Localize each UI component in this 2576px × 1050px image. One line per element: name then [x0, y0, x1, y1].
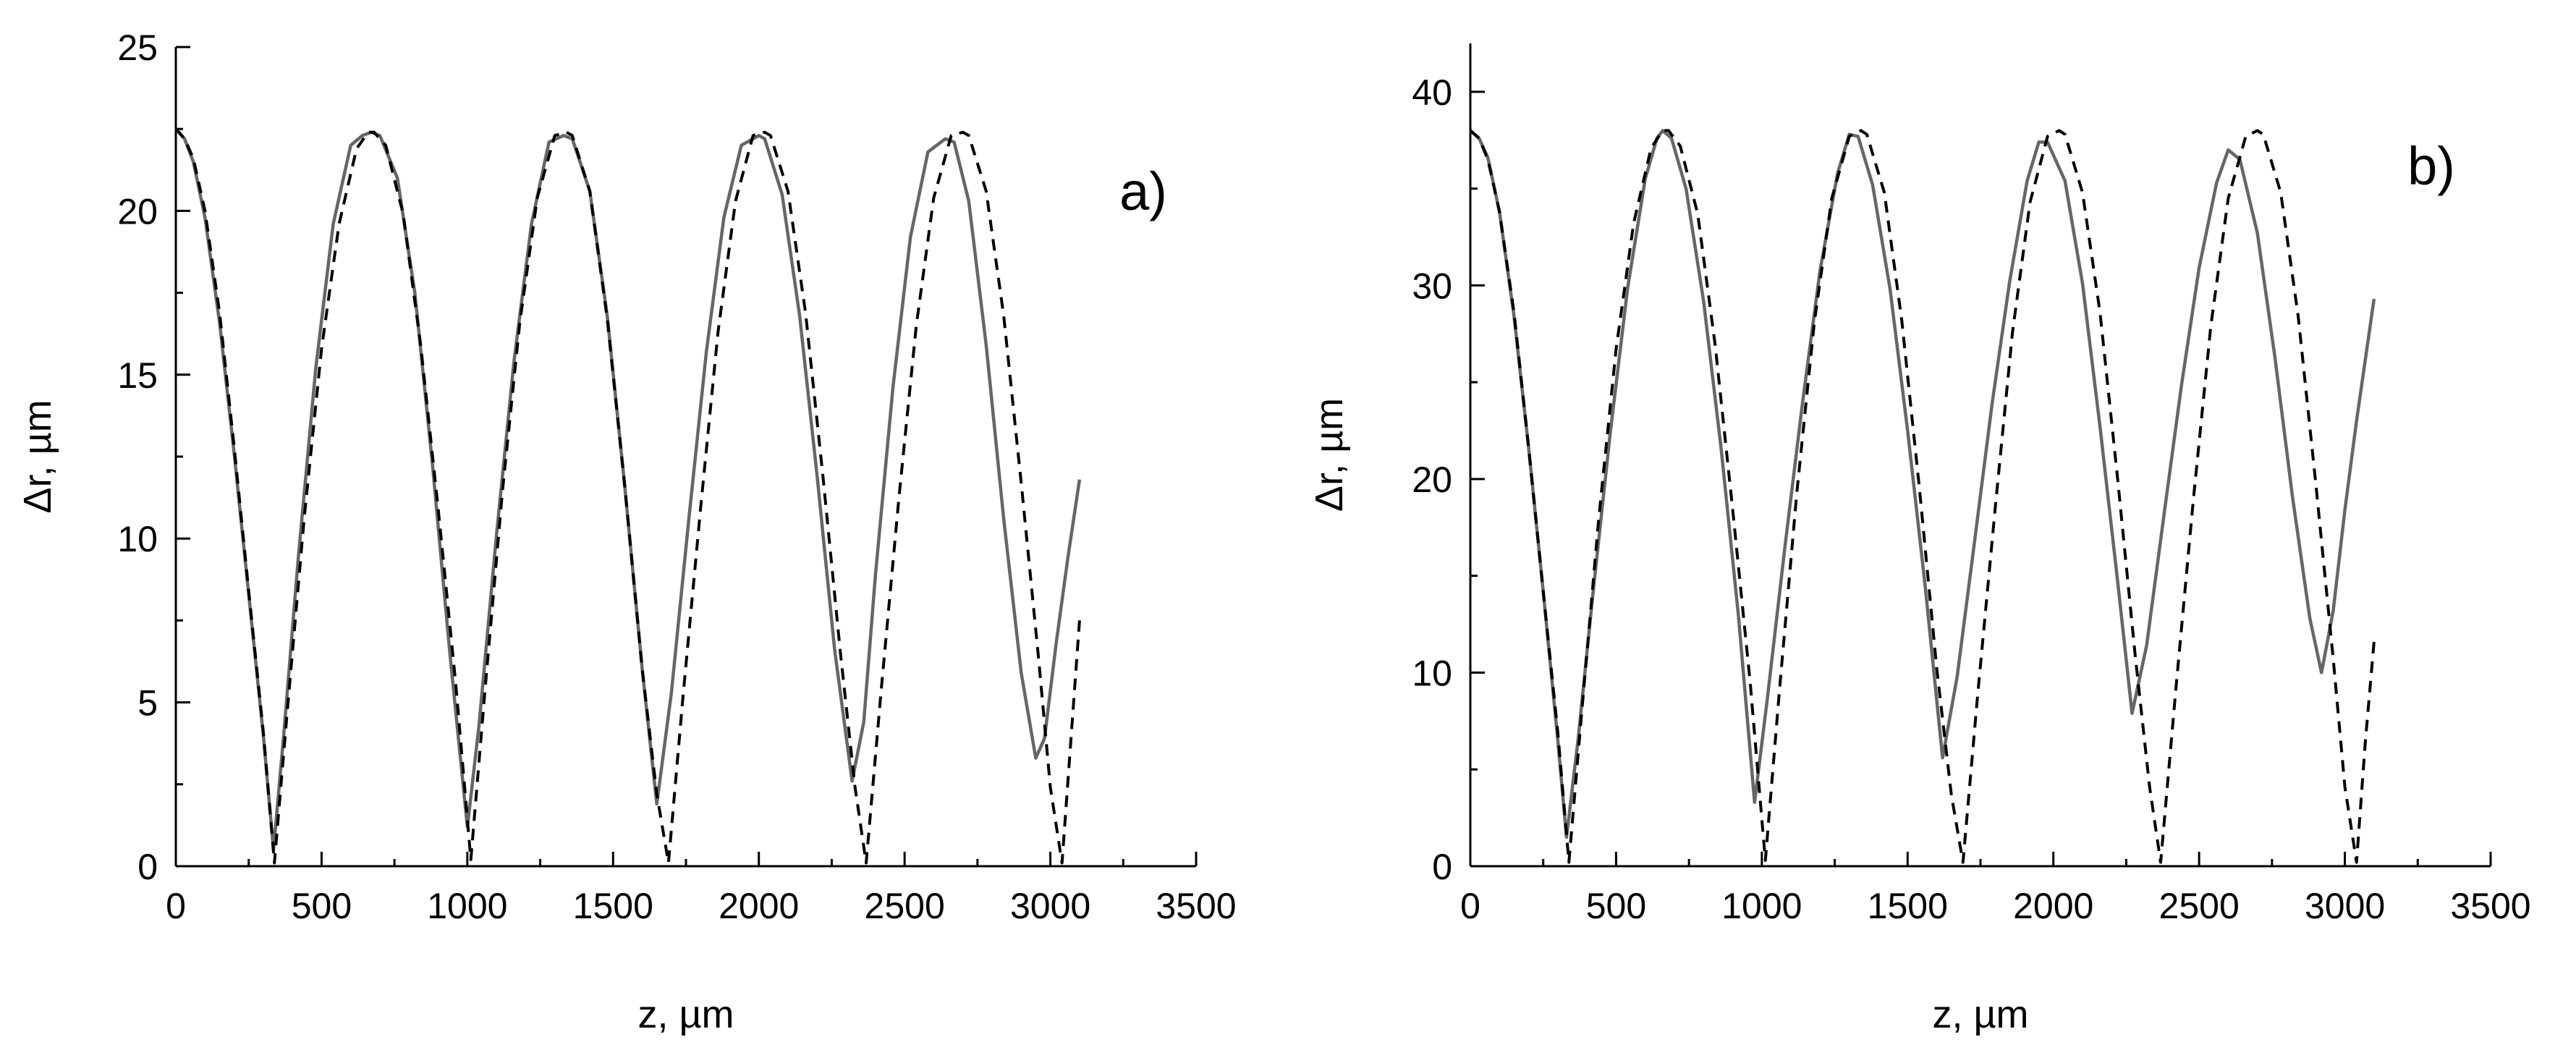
x-tick-label: 3000: [1010, 886, 1090, 926]
series-line-solid: [1469, 129, 2376, 839]
y-tick-label: 0: [137, 847, 158, 887]
x-tick-label: 500: [1586, 886, 1646, 926]
series-line-dashed: [1469, 129, 2376, 864]
y-tick-label: 40: [1412, 72, 1452, 113]
panel-label: a): [1119, 161, 1167, 221]
x-tick-label: 0: [1460, 886, 1480, 926]
series-line-dashed: [174, 127, 1081, 865]
y-axis-label: Δr, µm: [1308, 398, 1351, 512]
x-tick-label: 2500: [865, 886, 945, 926]
chart-panel-a: 0 500 1000 1500 2000 2500 3000 3500 0 5 10 15 20 25 z,…: [16, 27, 1237, 1036]
y-tick-label: 20: [117, 191, 158, 232]
x-tick-label: 2500: [2159, 886, 2240, 926]
panel-label: b): [2407, 136, 2455, 196]
series-line-solid: [174, 127, 1082, 852]
x-tick-label: 1500: [573, 886, 653, 926]
x-tick-label: 500: [292, 886, 352, 926]
y-tick-label: 0: [1432, 847, 1452, 887]
y-tick-label: 25: [117, 27, 158, 68]
y-tick-label: 10: [1412, 653, 1452, 693]
x-tick-label: 3500: [1156, 886, 1236, 926]
x-tick-label: 2000: [719, 886, 799, 926]
y-tick-label: 20: [1412, 460, 1452, 500]
y-tick-label: 15: [117, 355, 158, 396]
x-tick-label: 3500: [2450, 886, 2530, 926]
x-tick-label: 2000: [2013, 886, 2093, 926]
y-tick-label: 30: [1412, 266, 1452, 306]
x-tick-label: 1000: [1721, 886, 1802, 926]
x-tick-label: 1500: [1868, 886, 1948, 926]
y-tick-label: 5: [137, 683, 158, 724]
x-axis-label: z, µm: [637, 993, 734, 1036]
y-axis-label: Δr, µm: [16, 399, 59, 513]
x-axis-label: z, µm: [1932, 993, 2028, 1036]
y-tick-label: 10: [117, 519, 158, 559]
x-tick-label: 1000: [427, 886, 507, 926]
chart-panel-b: 0 500 1000 1500 2000 2500 3000 3500 0 10 20 30 40 z, …: [1308, 43, 2531, 1036]
x-tick-label: 3000: [2305, 886, 2385, 926]
x-tick-label: 0: [166, 886, 186, 926]
